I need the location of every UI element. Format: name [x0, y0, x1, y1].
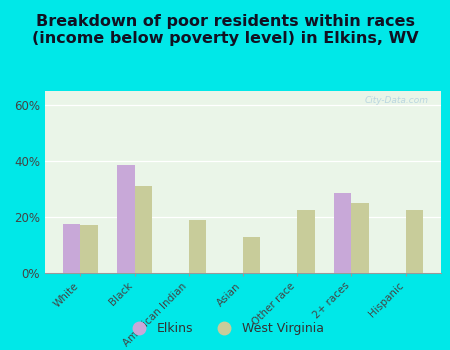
Bar — [297, 210, 315, 273]
Text: Breakdown of poor residents within races
(income below poverty level) in Elkins,: Breakdown of poor residents within races… — [32, 14, 419, 47]
Bar — [135, 186, 152, 273]
Bar — [405, 210, 423, 273]
Legend: Elkins, West Virginia: Elkins, West Virginia — [122, 317, 328, 340]
Bar — [351, 203, 369, 273]
Bar — [189, 220, 206, 273]
Bar — [243, 237, 261, 273]
Bar — [63, 224, 81, 273]
Bar — [334, 193, 351, 273]
Bar — [81, 225, 98, 273]
Text: City-Data.com: City-Data.com — [365, 97, 429, 105]
Bar — [117, 165, 135, 273]
